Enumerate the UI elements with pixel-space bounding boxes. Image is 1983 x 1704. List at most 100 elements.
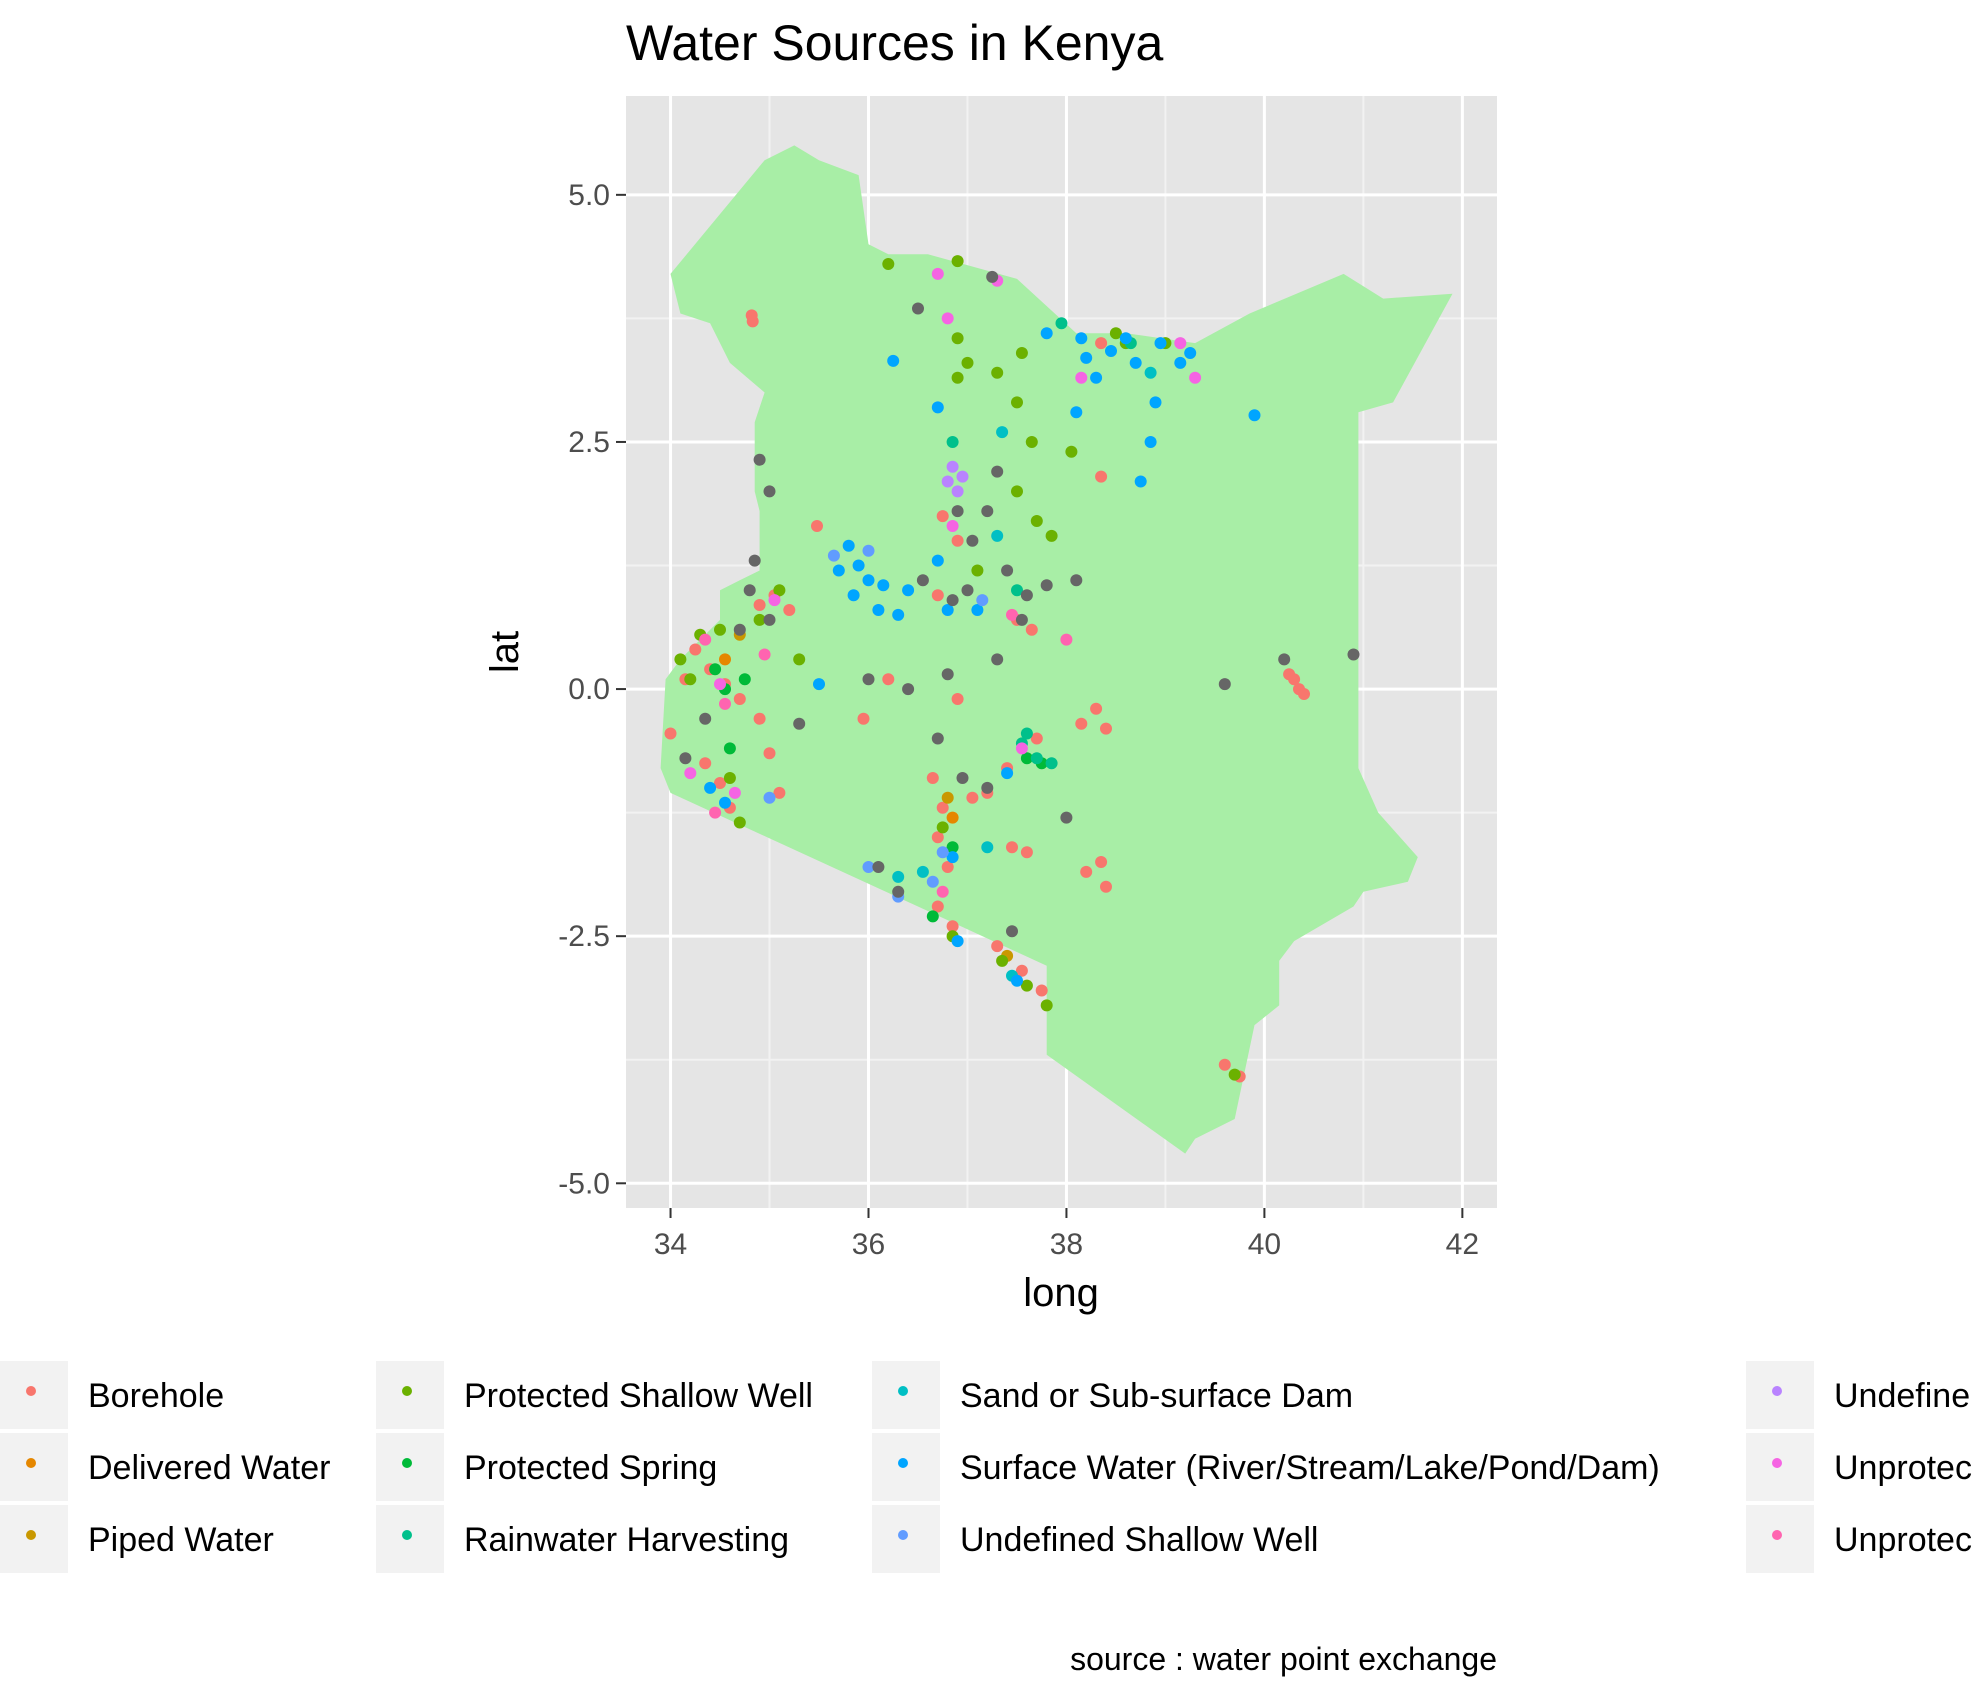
data-point bbox=[936, 510, 949, 523]
y-tick-label: 2.5 bbox=[568, 426, 610, 459]
data-point bbox=[753, 599, 766, 611]
data-point bbox=[689, 643, 702, 656]
data-point bbox=[946, 851, 959, 864]
data-point bbox=[916, 574, 929, 587]
data-point bbox=[926, 875, 939, 888]
legend-key-dot bbox=[26, 1386, 36, 1396]
data-point bbox=[1129, 356, 1142, 369]
legend-label: Protected Spring bbox=[464, 1449, 717, 1487]
data-point bbox=[1070, 406, 1083, 419]
data-point bbox=[946, 920, 959, 933]
data-point bbox=[926, 772, 939, 784]
data-point bbox=[936, 801, 949, 814]
data-point bbox=[931, 554, 944, 567]
data-point bbox=[996, 954, 1009, 967]
x-axis-ticks: 34 36 38 40 42 bbox=[654, 1208, 1479, 1261]
data-point bbox=[1060, 633, 1073, 646]
data-point bbox=[1045, 757, 1058, 770]
legend-label: Undefined Shallow Well bbox=[960, 1521, 1318, 1559]
data-point bbox=[699, 712, 712, 725]
data-point bbox=[1001, 564, 1014, 577]
data-point bbox=[931, 401, 944, 414]
data-point bbox=[986, 270, 999, 283]
legend-key-dot bbox=[1772, 1386, 1782, 1396]
data-point bbox=[847, 589, 860, 602]
data-point bbox=[936, 821, 949, 834]
data-point bbox=[763, 613, 776, 626]
data-point bbox=[1075, 717, 1088, 730]
data-point bbox=[1109, 327, 1122, 340]
data-point bbox=[719, 796, 731, 809]
data-point bbox=[1184, 347, 1197, 359]
data-point bbox=[981, 841, 994, 854]
data-point bbox=[768, 594, 781, 607]
data-point bbox=[991, 465, 1004, 478]
data-point bbox=[941, 668, 954, 681]
data-point bbox=[941, 475, 954, 488]
data-point bbox=[1025, 436, 1038, 448]
data-point bbox=[1065, 445, 1078, 458]
y-tick-label: -2.5 bbox=[558, 920, 610, 953]
y-axis-title: lat bbox=[483, 631, 527, 673]
chart-title: Water Sources in Kenya bbox=[626, 15, 1163, 71]
data-point bbox=[1030, 515, 1043, 527]
data-point bbox=[892, 885, 905, 898]
data-point bbox=[862, 861, 875, 873]
data-point bbox=[1020, 979, 1033, 992]
legend-label: Undefine bbox=[1834, 1377, 1970, 1415]
data-point bbox=[971, 564, 984, 577]
data-point bbox=[1011, 396, 1023, 409]
data-point bbox=[699, 633, 712, 646]
data-point bbox=[733, 623, 746, 636]
data-point bbox=[1288, 673, 1301, 686]
data-point bbox=[664, 727, 677, 740]
data-point bbox=[684, 673, 697, 686]
data-point bbox=[1144, 366, 1157, 379]
data-point bbox=[1055, 317, 1068, 330]
data-point bbox=[714, 678, 726, 691]
data-point bbox=[996, 426, 1009, 439]
legend-label: Protected Shallow Well bbox=[464, 1377, 813, 1415]
data-point bbox=[704, 781, 717, 794]
legend: Borehole Delivered Water Piped Water Protec… bbox=[0, 1361, 1972, 1573]
data-point bbox=[931, 732, 944, 745]
data-point bbox=[926, 910, 939, 923]
legend-key-dot bbox=[1772, 1530, 1782, 1540]
data-point bbox=[872, 861, 885, 873]
data-point bbox=[743, 584, 756, 597]
data-point bbox=[714, 777, 726, 789]
data-point bbox=[842, 539, 855, 552]
data-point bbox=[946, 436, 959, 448]
data-point bbox=[1144, 436, 1157, 448]
data-point bbox=[674, 653, 687, 666]
legend-key-dot bbox=[898, 1458, 908, 1468]
data-point bbox=[902, 584, 915, 597]
data-point bbox=[862, 574, 875, 587]
data-point bbox=[1015, 964, 1028, 977]
data-point bbox=[1347, 648, 1360, 661]
data-point bbox=[684, 767, 697, 780]
legend-key-dot bbox=[898, 1386, 908, 1396]
legend-label: Borehole bbox=[88, 1377, 224, 1415]
data-point bbox=[1011, 485, 1023, 498]
data-point bbox=[991, 529, 1004, 542]
data-point bbox=[723, 742, 736, 755]
data-point bbox=[946, 594, 959, 607]
data-point bbox=[862, 673, 875, 686]
data-point bbox=[951, 332, 964, 345]
data-point bbox=[723, 772, 736, 784]
data-point bbox=[951, 371, 964, 384]
legend-label: Unprotec bbox=[1834, 1521, 1972, 1559]
data-point bbox=[1080, 865, 1093, 878]
x-axis-title: long bbox=[1023, 1271, 1099, 1315]
data-point bbox=[679, 752, 692, 765]
legend-label: Delivered Water bbox=[88, 1449, 330, 1487]
data-point bbox=[991, 653, 1004, 666]
legend-label: Unprotec bbox=[1834, 1449, 1972, 1487]
data-point bbox=[912, 302, 924, 315]
data-point bbox=[1006, 925, 1018, 938]
data-point bbox=[1020, 589, 1033, 602]
data-point bbox=[719, 697, 731, 710]
data-point bbox=[1095, 337, 1108, 350]
